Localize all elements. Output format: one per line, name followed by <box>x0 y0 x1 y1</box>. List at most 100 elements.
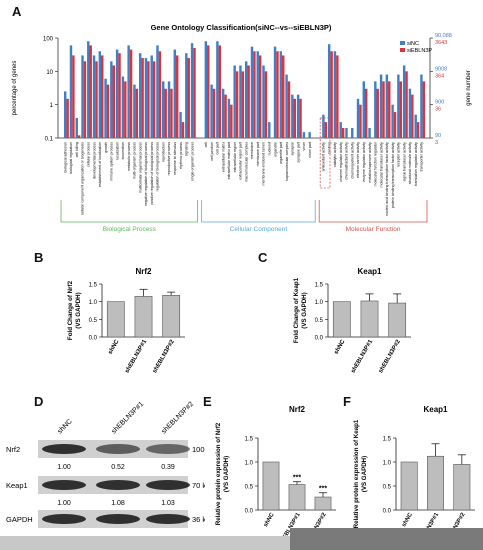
bar-sinc <box>345 128 347 138</box>
legend-swatch-sinc <box>400 41 405 45</box>
bar-sinc <box>116 50 118 138</box>
y-tick-label: 0.0 <box>245 509 254 515</box>
bar-sinc <box>139 53 141 138</box>
bar-sieblnd <box>176 55 178 138</box>
category-label: locomotion <box>121 142 125 159</box>
lane-label: shEBLN3P#2 <box>160 401 195 436</box>
bar-sinc <box>363 81 365 138</box>
bar-sinc <box>191 43 193 138</box>
bar-sieblnd <box>72 55 74 138</box>
bar-sieblnd <box>276 51 278 138</box>
category-label: organelle <box>273 142 277 157</box>
bar-sieblnd <box>101 55 103 138</box>
category-label: enzyme regulator activity <box>362 142 366 182</box>
chart-title: Keap1 <box>357 267 382 276</box>
y-axis-label: Relative protein expression of Nrf2 <box>215 422 222 525</box>
category-label: shNC <box>108 338 121 355</box>
bar-sieblnd <box>247 65 249 138</box>
category-label: membrane <box>250 142 254 159</box>
y2-axis-label: gene number <box>466 70 472 105</box>
bar-sieblnd <box>84 61 86 138</box>
protein-label: Nrf2 <box>6 445 20 454</box>
bar-sieblnd <box>294 99 296 138</box>
bar-sieblnd <box>107 85 109 138</box>
bar-sinc <box>64 91 66 138</box>
bottom-strip-dark <box>290 528 483 550</box>
bar-sieblnd <box>330 51 332 138</box>
y-tick-label: 1.0 <box>89 300 98 306</box>
category-label: synapse part <box>296 142 300 163</box>
category-label: translation regulator activity <box>414 142 418 186</box>
y-axis-label: (VS GAPDH) <box>361 456 368 492</box>
bar-sieblnd <box>253 51 255 138</box>
category-label: negative regulation of biological proces… <box>144 142 148 206</box>
chart-title: Nrf2 <box>135 267 152 276</box>
bar-sinc <box>76 118 78 138</box>
bar-sieblnd <box>124 81 126 138</box>
category-label: shEBLN3P#2 <box>378 338 402 374</box>
significance-mark: *** <box>293 475 301 482</box>
protein-band <box>96 480 140 490</box>
bar-sinc <box>303 132 305 138</box>
bar-sieblnd <box>153 61 155 138</box>
bar <box>263 462 279 510</box>
y2-tick-label-red: 36 <box>435 107 441 113</box>
y-tick-label: 0.0 <box>89 336 98 342</box>
category-label: antioxidant activity <box>322 142 326 172</box>
bar-sieblnd <box>213 89 215 138</box>
bar-sieblnd <box>265 71 267 138</box>
category-label: nucleoid <box>267 142 271 155</box>
bar-sinc <box>174 50 176 138</box>
bar <box>389 303 406 337</box>
y-axis-label: percentage of genes <box>12 61 18 116</box>
bar-sinc <box>145 58 147 138</box>
bar-sinc <box>245 61 247 138</box>
legend-swatch-sieblnd <box>400 48 405 52</box>
y-tick-label: 0.1 <box>45 137 54 143</box>
chart-title: Gene Ontology Classification(siNC--vs--s… <box>151 23 332 32</box>
y-tick-label: 0.5 <box>383 485 392 491</box>
protein-band <box>42 514 86 524</box>
category-label: extracellular matrix part <box>227 142 231 179</box>
bar <box>361 301 378 337</box>
bar-sinc <box>297 95 299 138</box>
category-label: receptor activity <box>397 142 401 167</box>
bar-sinc <box>185 53 187 138</box>
bar-sieblnd <box>382 81 384 138</box>
y-tick-label: 0.0 <box>315 336 324 342</box>
category-label: localization <box>115 142 119 160</box>
category-label: shEBLN3P#2 <box>152 338 176 374</box>
bar-sieblnd <box>224 95 226 138</box>
category-label: biological adhesion <box>63 142 67 173</box>
category-label: single-organism process <box>190 142 194 181</box>
bar-sinc <box>262 65 264 138</box>
bar-sinc <box>257 51 259 138</box>
bar-sinc <box>151 55 153 138</box>
bar-sinc <box>239 65 241 138</box>
bar-sinc <box>81 55 83 138</box>
bar-sinc <box>210 85 212 138</box>
protein-band <box>96 444 140 454</box>
bar-sieblnd <box>136 89 138 138</box>
category-label: macromolecular complex <box>244 142 248 182</box>
bar-sinc <box>380 75 382 138</box>
bar-sieblnd <box>182 122 184 138</box>
group-box-cellular-component <box>202 200 316 222</box>
bar-sinc <box>280 51 282 138</box>
bar-sinc <box>70 45 72 138</box>
category-label: signaling <box>185 142 189 156</box>
bar-sieblnd <box>299 99 301 138</box>
y-tick-label: 1.0 <box>315 300 324 306</box>
category-label: signal transducer activity <box>402 142 406 182</box>
y2-tick-label-blue: 9008 <box>435 66 447 72</box>
quantification-value: 1.08 <box>111 500 125 507</box>
bar-sieblnd <box>230 105 232 138</box>
category-label: chemorepellent activity <box>350 142 354 179</box>
y-tick-label: 1.0 <box>383 461 392 467</box>
y2-tick-label-blue: 90 <box>435 133 441 139</box>
bar-sieblnd <box>405 71 407 138</box>
bar-sieblnd <box>130 50 132 138</box>
bar-sieblnd <box>325 122 327 138</box>
y-tick-label: 0.5 <box>89 318 98 324</box>
bar-sieblnd <box>66 99 68 138</box>
